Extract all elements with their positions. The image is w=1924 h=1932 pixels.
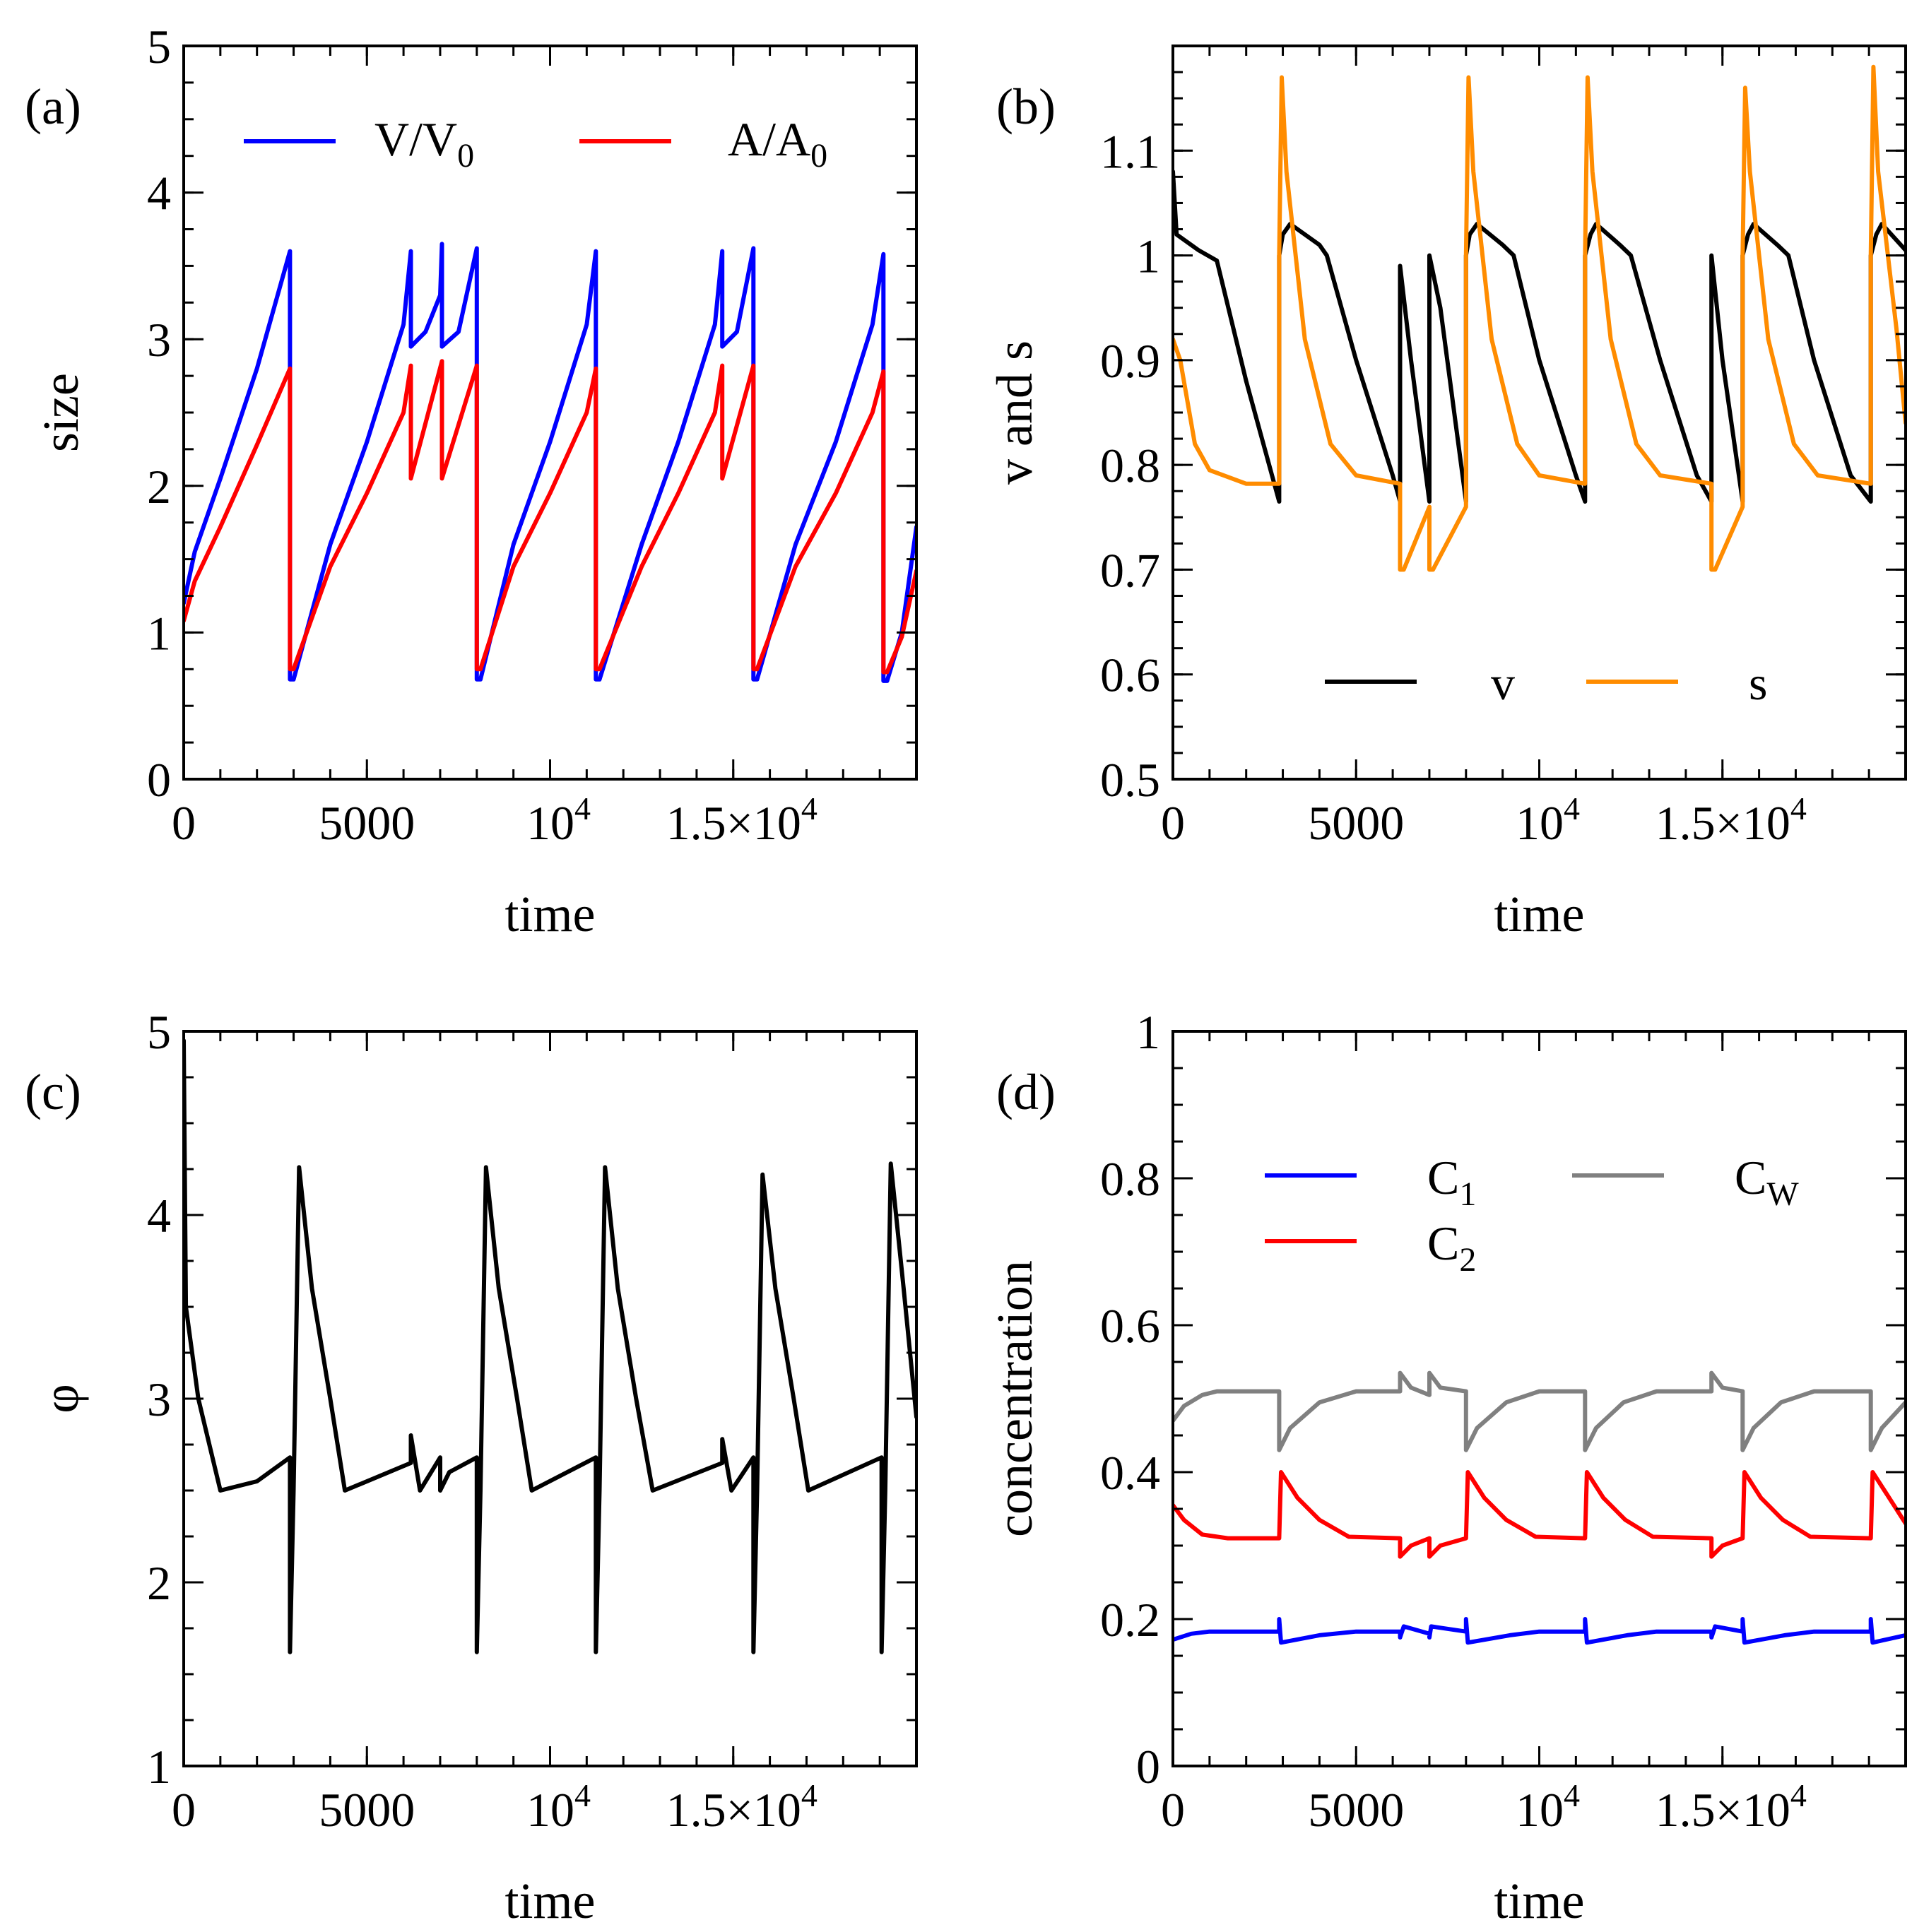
y-tick-label: 0 xyxy=(1136,1740,1160,1794)
y-tick-label: 3 xyxy=(147,1373,171,1426)
x-tick-label: 0 xyxy=(1161,796,1185,850)
x-tick-label: 5000 xyxy=(319,796,415,850)
y-axis-label: size xyxy=(33,373,89,452)
y-tick-label: 0.9 xyxy=(1100,334,1160,388)
y-axis-label: concentration xyxy=(986,1260,1043,1537)
y-tick-label: 5 xyxy=(147,20,171,73)
y-tick-label: 2 xyxy=(147,460,171,514)
panel-label: (c) xyxy=(25,1064,81,1120)
series-line-c2 xyxy=(1173,1470,1906,1559)
legend-label: CW xyxy=(1735,1151,1799,1213)
series-line-v xyxy=(1173,169,1906,504)
y-tick-label: 1 xyxy=(1136,1005,1160,1059)
y-tick-label: 0.2 xyxy=(1100,1593,1160,1647)
x-tick-label: 5000 xyxy=(1308,1783,1404,1837)
x-tick-label: 104 xyxy=(526,790,591,850)
panel-label: (d) xyxy=(996,1064,1056,1120)
series-line-cw xyxy=(1173,1370,1906,1452)
x-tick-label: 104 xyxy=(526,1777,591,1837)
y-tick-label: 3 xyxy=(147,313,171,367)
legend-label: v xyxy=(1491,656,1515,710)
panel-label: (b) xyxy=(996,78,1056,135)
plot-frame xyxy=(1171,45,1907,781)
x-tick-label: 1.5×104 xyxy=(666,1777,818,1837)
y-axis-label: φ xyxy=(33,1384,89,1414)
y-tick-label: 1 xyxy=(1136,230,1160,283)
y-tick-label: 0.6 xyxy=(1100,1299,1160,1353)
x-tick-label: 0 xyxy=(172,1783,196,1837)
y-tick-label: 0.6 xyxy=(1100,648,1160,702)
x-tick-label: 0 xyxy=(172,796,196,850)
x-axis-label: time xyxy=(505,1873,596,1929)
x-tick-label: 1.5×104 xyxy=(1656,1777,1807,1837)
series-line-v/v0 xyxy=(184,242,916,683)
y-tick-label: 1.1 xyxy=(1100,124,1160,178)
x-tick-label: 104 xyxy=(1516,1777,1580,1837)
y-tick-label: 0.8 xyxy=(1100,1152,1160,1206)
legend-label: s xyxy=(1749,656,1767,710)
x-tick-label: 104 xyxy=(1516,790,1580,850)
y-tick-label: 0.8 xyxy=(1100,439,1160,492)
series-line-a/a0 xyxy=(184,359,916,675)
x-axis-label: time xyxy=(505,886,596,942)
y-tick-label: 0 xyxy=(147,753,171,807)
series-line-phi xyxy=(184,1038,916,1654)
x-tick-label: 0 xyxy=(1161,1783,1185,1837)
y-tick-label: 0.5 xyxy=(1100,753,1160,807)
y-tick-label: 4 xyxy=(147,167,171,220)
panel-a: 0 5000 104 1.5×104 0 1 2 3 4 5 time size (a) V/V0 A/A0 xyxy=(25,20,918,942)
y-tick-label: 5 xyxy=(147,1005,171,1059)
y-axis-label: v and s xyxy=(986,340,1043,485)
panel-label: (a) xyxy=(25,78,81,135)
y-tick-label: 0.7 xyxy=(1100,543,1160,597)
series-line-c1 xyxy=(1173,1617,1906,1645)
legend-label: A/A0 xyxy=(728,112,827,174)
panel-d: 0 5000 104 1.5×104 0 0.2 0.4 0.6 0.8 1 time concent… xyxy=(986,1005,1907,1929)
x-axis-label: time xyxy=(1494,1873,1585,1929)
x-tick-label: 5000 xyxy=(319,1783,415,1837)
legend-label: C2 xyxy=(1427,1216,1476,1279)
y-tick-label: 0.4 xyxy=(1100,1446,1160,1500)
y-tick-label: 2 xyxy=(147,1556,171,1610)
x-tick-label: 1.5×104 xyxy=(1656,790,1807,850)
x-tick-label: 5000 xyxy=(1308,796,1404,850)
y-tick-label: 1 xyxy=(147,1740,171,1794)
panel-c: 0 5000 104 1.5×104 1 2 3 4 5 time φ (c) xyxy=(25,1005,918,1929)
x-axis-label: time xyxy=(1494,886,1585,942)
y-tick-label: 4 xyxy=(147,1189,171,1243)
x-tick-label: 1.5×104 xyxy=(666,790,818,850)
series-line-s xyxy=(1173,64,1906,572)
y-tick-label: 1 xyxy=(147,606,171,660)
panel-b: 0 5000 104 1.5×104 0.5 0.6 0.7 0.8 0.9 1 1.1 time v … xyxy=(986,45,1907,942)
legend-label: V/V0 xyxy=(374,112,474,174)
legend-label: C1 xyxy=(1427,1151,1476,1213)
